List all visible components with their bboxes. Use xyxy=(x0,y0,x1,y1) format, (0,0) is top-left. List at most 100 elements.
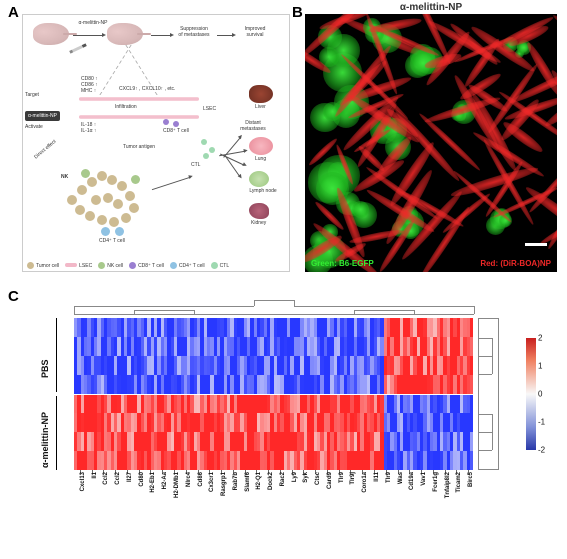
gene-label: Card9 xyxy=(327,472,333,489)
ctl-cell-icon xyxy=(203,153,209,159)
heatmap-row xyxy=(74,451,474,470)
distant-text: Distant metastases xyxy=(233,121,273,133)
panel-a-legend: Tumor cellLSECNK cellCD8⁺ T cellCD4⁺ T c… xyxy=(27,262,285,269)
legend-item: LSEC xyxy=(65,263,92,269)
target-text: Target xyxy=(25,93,51,99)
organ-label: Kidney xyxy=(251,221,266,227)
panel-b-label: B xyxy=(292,4,303,21)
heatmap-row xyxy=(74,413,474,432)
legend-item: CD8⁺ T cell xyxy=(129,262,164,269)
dendro-seg xyxy=(478,318,498,319)
gene-label: Tlr9 xyxy=(339,472,345,483)
arrow-icon xyxy=(151,35,171,36)
gene-label: Syk xyxy=(303,472,309,483)
dendro-seg xyxy=(498,318,499,394)
organ-label: Lung xyxy=(255,157,266,163)
infiltration-text: Infiltration xyxy=(115,105,137,111)
survival-text: Improved survival xyxy=(235,27,275,39)
chemokines-text: CXCL9↑ , CXCL10↑ , etc. xyxy=(119,87,203,93)
sinusoid-strand xyxy=(551,14,557,76)
lsec-band xyxy=(79,97,199,101)
gene-label: Nlrc4 xyxy=(186,472,192,487)
lymphnode-icon xyxy=(249,171,269,187)
heatmap-cell xyxy=(470,413,473,432)
dendro-seg xyxy=(478,318,479,470)
dendro-seg xyxy=(74,314,474,315)
ctl-cell-icon xyxy=(209,147,215,153)
colorbar-tick: 2 xyxy=(538,334,542,343)
dendro-seg xyxy=(74,306,254,307)
dendro-seg xyxy=(74,306,75,314)
gene-label: Ccl2 xyxy=(103,472,109,485)
cd8-text: CD8⁺ T cell xyxy=(163,129,189,135)
dendro-seg xyxy=(414,310,415,314)
gene-label: H2-DMb1 xyxy=(174,472,180,498)
colorbar-tick: 0 xyxy=(538,390,542,399)
gene-label: Rasgrp1 xyxy=(221,472,227,496)
dendro-seg xyxy=(478,432,492,433)
colorbar: 210-1-2 xyxy=(526,338,536,450)
gene-label: Rac2 xyxy=(280,472,286,486)
suppression-text: Suppression of metastases xyxy=(173,27,215,39)
arrow-icon xyxy=(217,35,233,36)
heatmap-cell xyxy=(470,318,473,337)
colorbar-tick: -2 xyxy=(538,446,545,455)
green-channel-label: Green: B6-EGFP xyxy=(311,259,374,268)
ctl-text: CTL xyxy=(191,163,200,169)
heatmap-cell xyxy=(470,451,473,470)
kidney-icon xyxy=(249,203,269,219)
panel-c-heatmap: PBS α-melittin-NP Cxcl13Il1Ccl2Ccl2Il27C… xyxy=(38,298,518,534)
dendro-seg xyxy=(478,414,492,415)
gene-label: Tlr9j xyxy=(350,472,356,485)
scale-bar xyxy=(525,243,547,246)
organ-label: Liver xyxy=(255,105,266,111)
heatmap-cell xyxy=(470,432,473,451)
panel-b-title: α-melittin-NP xyxy=(305,2,557,14)
dendro-seg xyxy=(478,469,498,470)
heatmap-grid xyxy=(74,318,474,470)
gene-label: Slamf6 xyxy=(245,472,251,492)
heatmap-cell xyxy=(470,395,473,414)
direct-effect-text: Direct effect xyxy=(34,131,68,161)
gene-label: H2-Q1 xyxy=(256,472,262,490)
gene-label: H2-Eb1 xyxy=(150,472,156,493)
panel-b-micrograph: Green: B6-EGFP Red: (DiR-BOA)NP xyxy=(305,14,557,272)
gene-label: Cxcl13 xyxy=(80,472,86,491)
heatmap-cell xyxy=(470,375,473,394)
gene-label: Fcer1g xyxy=(433,472,439,492)
gene-label: Il27 xyxy=(127,472,133,482)
mouse-icon xyxy=(107,23,143,45)
panel-a-schematic: α-melittin-NP Suppression of metastases … xyxy=(22,14,290,272)
gene-label: Ticam2 xyxy=(456,472,462,493)
dendro-seg xyxy=(474,306,475,314)
gene-label: Birc5 xyxy=(468,472,474,487)
heatmap-row xyxy=(74,432,474,451)
dendrogram-right xyxy=(478,318,506,470)
heatmap-cell xyxy=(470,356,473,375)
cd8-cell-icon xyxy=(163,119,169,125)
gene-label: Ly9 xyxy=(292,472,298,482)
group-bracket xyxy=(56,318,57,392)
gene-label: Il1 xyxy=(92,472,98,479)
heatmap-row xyxy=(74,395,474,414)
dendro-seg xyxy=(478,356,492,357)
panel-a-label: A xyxy=(8,4,19,21)
gene-label: Coro1a xyxy=(362,472,368,493)
upreg-markers-text: CD80 ↑ CD86 ↑ MHC ↑ xyxy=(81,77,111,94)
block-label: α-melittin-NP xyxy=(28,113,57,119)
cd4-label: CD4⁺ T cell xyxy=(99,239,125,245)
dendro-seg xyxy=(478,374,492,375)
group-label-pbs: PBS xyxy=(40,359,50,378)
syringe-icon xyxy=(69,43,87,53)
legend-item: NK cell xyxy=(98,262,123,269)
tumor-cluster xyxy=(67,155,157,235)
arrow-icon xyxy=(224,155,240,177)
dendro-seg xyxy=(492,414,493,450)
gene-labels: Cxcl13Il1Ccl2Ccl2Il27Cd80H2-Eb1H2-AaH2-D… xyxy=(74,472,474,532)
gene-label: Cd80 xyxy=(139,472,145,487)
gene-label: Vav1 xyxy=(421,472,427,486)
arrow-icon xyxy=(73,35,103,36)
gene-label: Ccl2 xyxy=(115,472,121,485)
dendro-seg xyxy=(294,300,295,306)
drug-name-text: α-melittin-NP xyxy=(71,21,115,27)
